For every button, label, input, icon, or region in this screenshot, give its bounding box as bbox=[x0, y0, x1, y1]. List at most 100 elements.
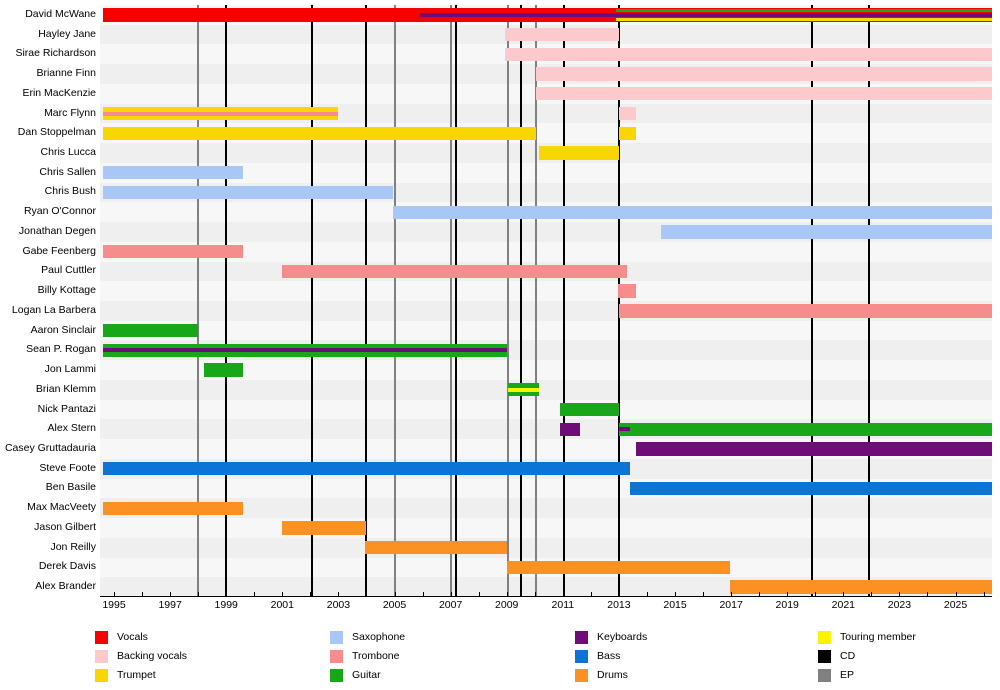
legend-column-2: Saxophone Trombone Guitar bbox=[330, 628, 405, 685]
timeline-bar-alex-stern-keyboards bbox=[560, 422, 580, 436]
member-label-ryan-o-connor: Ryan O'Connor bbox=[23, 205, 96, 218]
member-label-gabe-feenberg: Gabe Feenberg bbox=[22, 244, 96, 257]
x-minor-tick bbox=[646, 592, 648, 597]
x-minor-tick bbox=[338, 592, 340, 597]
legend-swatch-touring-member-icon bbox=[818, 630, 831, 644]
row-band bbox=[100, 281, 992, 301]
legend-item-cd[interactable]: CD bbox=[818, 647, 916, 665]
timeline-bar-casey-gruttadauria-keyboards bbox=[635, 442, 992, 456]
legend-item-touring-member[interactable]: Touring member bbox=[818, 628, 916, 646]
timeline-bar-alex-stern-keyboards bbox=[618, 427, 631, 432]
row-band bbox=[100, 379, 992, 400]
legend-swatch-backing-vocals-icon bbox=[95, 649, 108, 663]
member-label-alex-brander: Alex Brander bbox=[35, 580, 96, 593]
x-minor-tick bbox=[590, 592, 592, 597]
timeline-bar-billy-kottage-trombone bbox=[617, 284, 636, 298]
legend-swatch-ep-icon bbox=[818, 668, 831, 682]
member-label-jon-lammi: Jon Lammi bbox=[44, 363, 96, 376]
x-minor-tick bbox=[450, 592, 452, 597]
legend-item-ep[interactable]: EP bbox=[818, 666, 916, 684]
x-axis-label-2009: 2009 bbox=[495, 599, 519, 611]
member-label-jon-reilly: Jon Reilly bbox=[50, 540, 96, 553]
x-axis-label-2013: 2013 bbox=[607, 599, 631, 611]
legend-label: Guitar bbox=[352, 669, 381, 681]
timeline-bar-gabe-feenberg-trombone bbox=[102, 245, 244, 259]
member-label-sean-p-rogan: Sean P. Rogan bbox=[26, 343, 96, 356]
member-label-jonathan-degen: Jonathan Degen bbox=[18, 224, 96, 237]
row-band bbox=[100, 399, 992, 420]
timeline-bar-alex-stern-guitar bbox=[618, 422, 992, 436]
x-minor-tick bbox=[731, 592, 733, 597]
legend-item-guitar[interactable]: Guitar bbox=[330, 666, 405, 684]
legend-item-drums[interactable]: Drums bbox=[575, 666, 647, 684]
x-minor-tick bbox=[815, 592, 817, 597]
x-minor-tick bbox=[282, 592, 284, 597]
x-minor-tick bbox=[142, 592, 144, 597]
row-band bbox=[100, 320, 992, 341]
member-label-david-mcwane: David McWane bbox=[25, 7, 96, 20]
x-axis-label-2001: 2001 bbox=[270, 599, 294, 611]
legend-item-trombone[interactable]: Trombone bbox=[330, 647, 405, 665]
x-axis-label-1995: 1995 bbox=[102, 599, 126, 611]
legend-swatch-vocals-icon bbox=[95, 630, 108, 644]
x-minor-tick bbox=[871, 592, 873, 597]
legend-item-vocals[interactable]: Vocals bbox=[95, 628, 187, 646]
row-band bbox=[100, 241, 992, 262]
timeline-bar-david-mcwane-trumpet bbox=[616, 18, 992, 22]
legend-item-saxophone[interactable]: Saxophone bbox=[330, 628, 405, 646]
timeline-bar-marc-flynn-trombone bbox=[102, 111, 339, 116]
legend-label: Vocals bbox=[117, 631, 148, 643]
x-minor-tick bbox=[170, 592, 172, 597]
timeline-bar-chris-lucca-trumpet bbox=[538, 146, 619, 160]
member-label-brianne-finn: Brianne Finn bbox=[36, 67, 96, 80]
member-label-logan-la-barbera: Logan La Barbera bbox=[11, 303, 96, 316]
timeline-bar-brianne-finn-backing_vocals bbox=[536, 67, 992, 81]
x-axis-label-2025: 2025 bbox=[943, 599, 968, 611]
x-minor-tick bbox=[534, 592, 536, 597]
x-axis-label-2021: 2021 bbox=[831, 599, 856, 611]
legend-item-backing-vocals[interactable]: Backing vocals bbox=[95, 647, 187, 665]
member-label-brian-klemm: Brian Klemm bbox=[35, 382, 96, 395]
legend-item-trumpet[interactable]: Trumpet bbox=[95, 666, 187, 684]
x-minor-tick bbox=[310, 592, 312, 597]
release-line-cd bbox=[310, 5, 313, 597]
timeline-bar-dan-stoppelman-trumpet bbox=[618, 126, 636, 140]
x-minor-tick bbox=[618, 592, 620, 597]
timeline-bar-dan-stoppelman-trumpet bbox=[102, 126, 537, 140]
x-axis-label-2011: 2011 bbox=[551, 599, 575, 611]
x-minor-tick bbox=[422, 592, 424, 597]
legend-item-keyboards[interactable]: Keyboards bbox=[575, 628, 647, 646]
legend-item-bass[interactable]: Bass bbox=[575, 647, 647, 665]
x-minor-tick bbox=[562, 592, 564, 597]
timeline-bar-jonathan-degen-saxophone bbox=[661, 225, 992, 239]
timeline-bar-jason-gilbert-drums bbox=[282, 521, 367, 535]
legend-label: Backing vocals bbox=[117, 650, 188, 662]
legend-column-3: Keyboards Bass Drums bbox=[575, 628, 647, 685]
legend-swatch-trumpet-icon bbox=[95, 668, 108, 682]
release-line-ep bbox=[507, 5, 510, 597]
member-label-steve-foote: Steve Foote bbox=[39, 461, 96, 474]
release-line-ep bbox=[449, 5, 452, 597]
x-minor-tick bbox=[366, 592, 368, 597]
x-axis-label-2023: 2023 bbox=[887, 599, 912, 611]
timeline-bar-ryan-o-connor-saxophone bbox=[393, 205, 992, 219]
member-label-ben-basile: Ben Basile bbox=[45, 481, 96, 494]
axis-baseline bbox=[100, 596, 992, 597]
timeline-bar-nick-pantazi-guitar bbox=[560, 402, 619, 417]
legend-column-1: Vocals Backing vocals Trumpet bbox=[95, 628, 187, 685]
legend-column-4: Touring member CD EP bbox=[818, 628, 916, 685]
timeline-bar-steve-foote-bass bbox=[102, 462, 631, 476]
x-axis-label-2003: 2003 bbox=[326, 599, 351, 611]
row-band bbox=[100, 360, 992, 380]
release-line-cd bbox=[225, 5, 228, 597]
legend-label: EP bbox=[840, 669, 855, 681]
x-axis: 1995 1997 1999 2001 2003 2005 2007 2009 2011 2013… bbox=[0, 597, 1000, 619]
timeline-bar-marc-flynn-backing_vocals bbox=[618, 106, 636, 121]
x-axis-label-2019: 2019 bbox=[775, 599, 799, 611]
timeline-bar-chris-bush-saxophone bbox=[102, 185, 394, 200]
member-label-column: David McWane Hayley Jane Sirae Richardson B… bbox=[0, 0, 100, 597]
legend-label: Trumpet bbox=[117, 669, 156, 681]
timeline-bar-logan-la-barbera-trombone bbox=[618, 304, 992, 318]
release-line-cd bbox=[563, 5, 566, 597]
